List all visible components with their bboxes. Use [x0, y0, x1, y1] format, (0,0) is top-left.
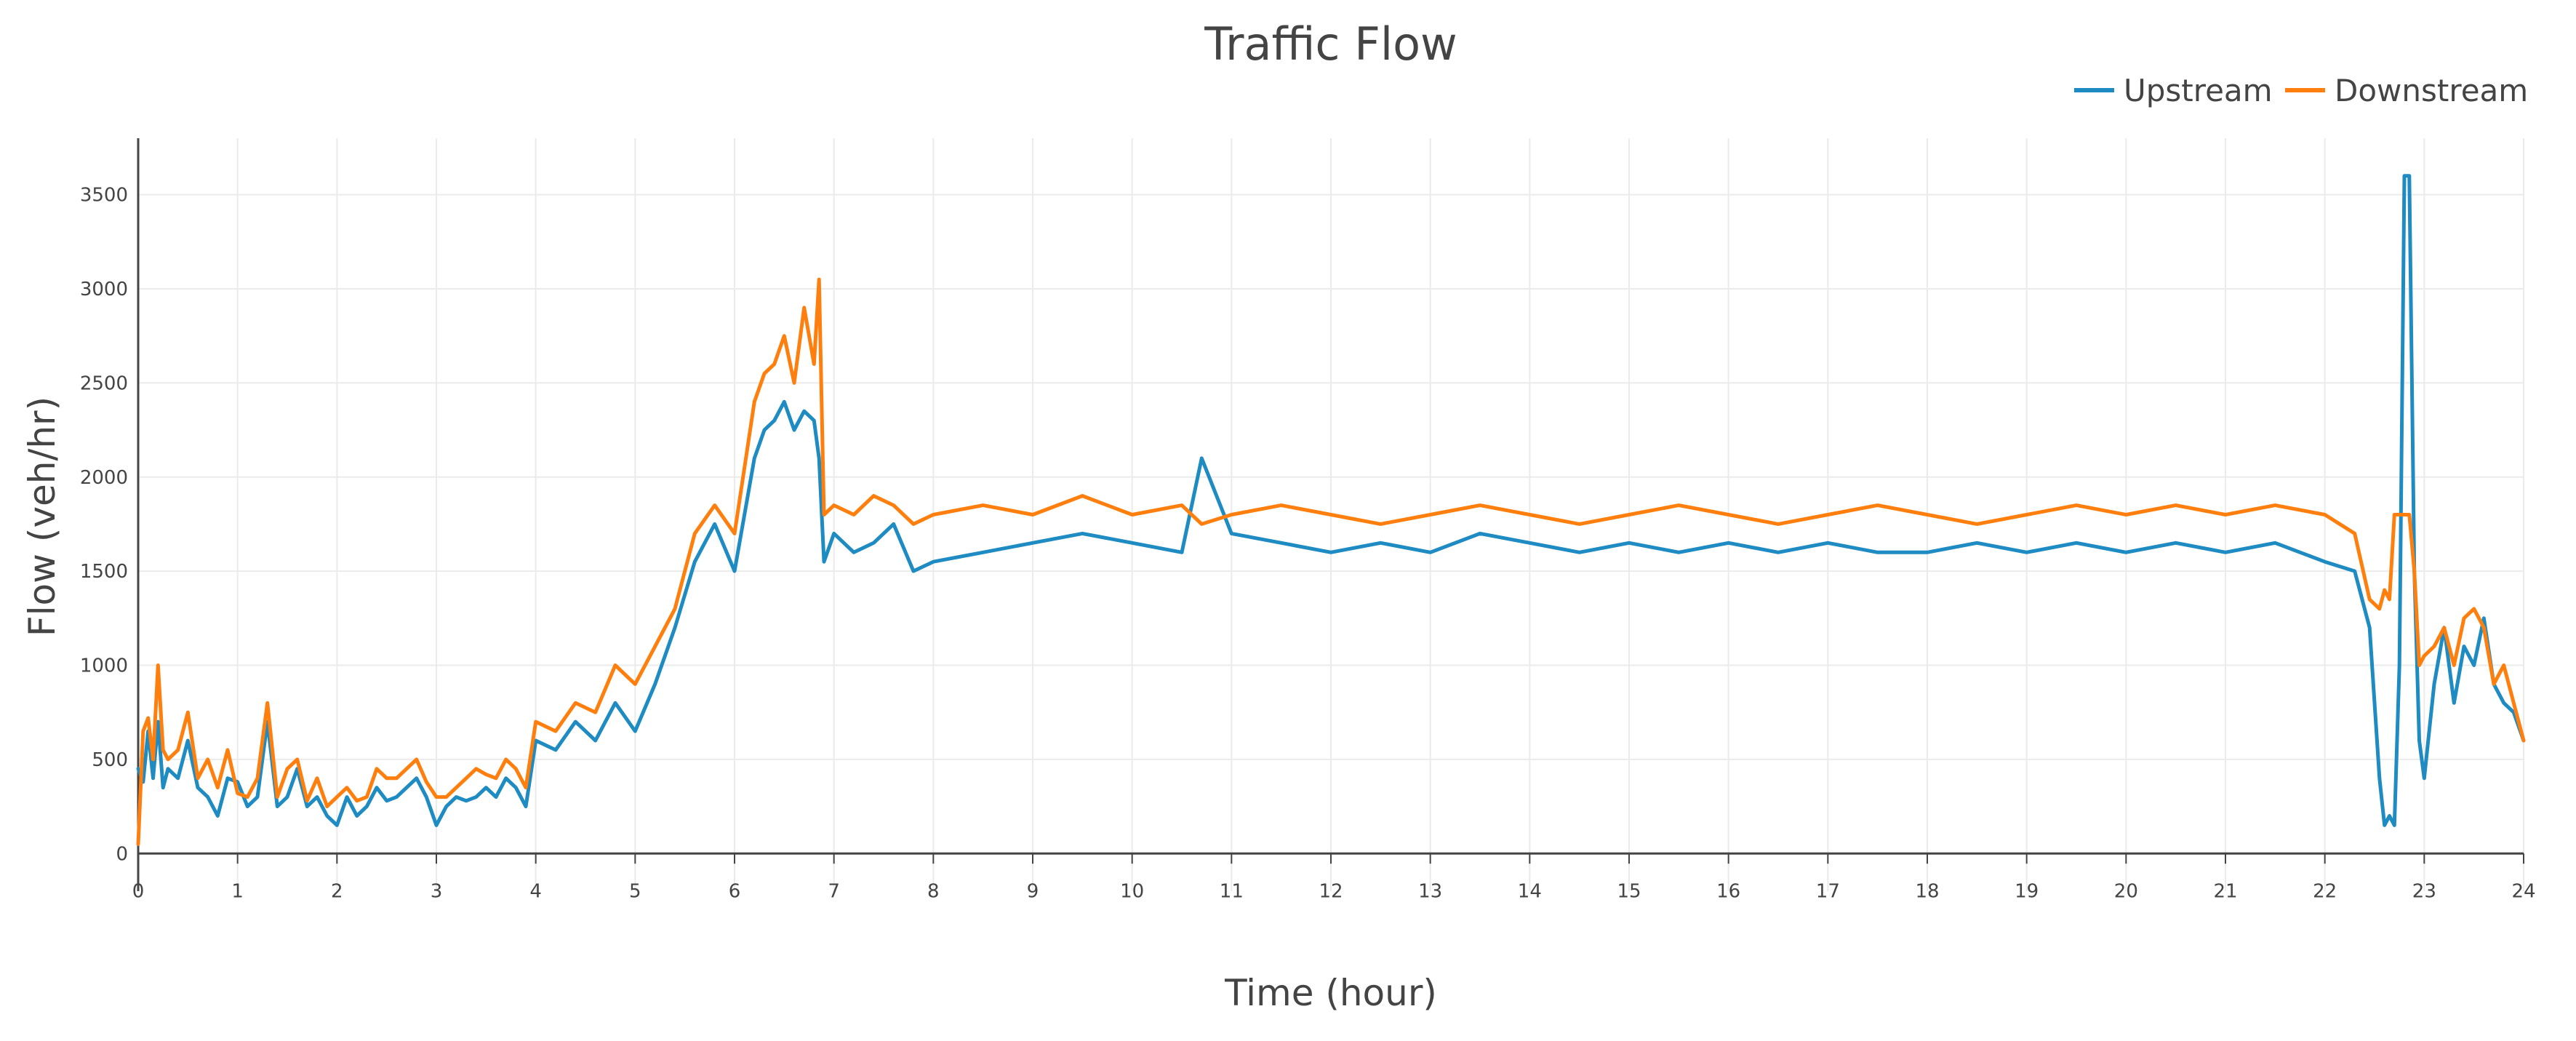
x-tick-label: 9	[1027, 880, 1039, 902]
x-tick-label: 22	[2313, 880, 2337, 902]
x-tick-label: 1	[231, 880, 244, 902]
x-tick-label: 6	[729, 880, 741, 902]
y-tick-label: 500	[92, 749, 128, 771]
x-tick-label: 11	[1220, 880, 1244, 902]
x-tick-label: 16	[1716, 880, 1740, 902]
y-tick-label: 2500	[80, 372, 128, 394]
x-tick-label: 10	[1120, 880, 1144, 902]
legend-label-upstream: Upstream	[2124, 73, 2273, 108]
y-tick-label: 2000	[80, 467, 128, 489]
legend[interactable]: Upstream Downstream	[2074, 73, 2528, 108]
x-tick-label: 3	[431, 880, 443, 902]
x-tick-label: 0	[132, 880, 145, 902]
x-tick-label: 5	[629, 880, 641, 902]
x-tick-label: 13	[1418, 880, 1442, 902]
y-tick-label: 1000	[80, 655, 128, 677]
x-tick-label: 12	[1319, 880, 1343, 902]
x-tick-label: 18	[1915, 880, 1939, 902]
x-tick-label: 15	[1617, 880, 1641, 902]
x-tick-label: 2	[331, 880, 343, 902]
x-tick-label: 14	[1518, 880, 1542, 902]
x-tick-label: 21	[2213, 880, 2237, 902]
y-tick-label: 3500	[80, 185, 128, 207]
x-axis-title: Time (hour)	[1224, 972, 1437, 1014]
chart-title: Traffic Flow	[1204, 17, 1457, 71]
x-tick-label: 19	[2015, 880, 2039, 902]
y-tick-label: 3000	[80, 279, 128, 300]
y-tick-label: 1500	[80, 561, 128, 583]
legend-item-upstream[interactable]: Upstream	[2074, 73, 2273, 108]
axes: 0 1 2 3 4 5 6 7 8 9 10 11 12 13 14 15 16 17 18 19 20 21 22 23 24…	[80, 138, 2536, 902]
series-lines	[136, 174, 2526, 846]
legend-label-downstream: Downstream	[2335, 73, 2528, 108]
legend-item-downstream[interactable]: Downstream	[2285, 73, 2528, 108]
x-tick-label: 23	[2412, 880, 2436, 902]
x-tick-label: 4	[529, 880, 542, 902]
x-tick-label: 20	[2114, 880, 2138, 902]
x-tick-label: 7	[828, 880, 840, 902]
y-tick-label: 0	[116, 843, 128, 865]
x-tick-label: 8	[927, 880, 940, 902]
x-tick-label: 17	[1816, 880, 1840, 902]
x-tick-label: 24	[2511, 880, 2535, 902]
y-axis-title: Flow (veh/hr)	[21, 396, 63, 637]
series-line-downstream	[136, 277, 2526, 846]
